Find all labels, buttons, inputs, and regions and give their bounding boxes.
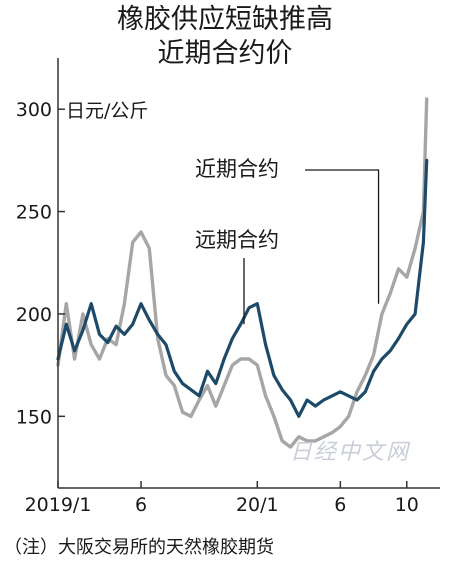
y-axis-label: 日元/公斤 <box>66 100 148 122</box>
y-tick-label: 150 <box>16 406 52 428</box>
x-tick-label: 20/1 <box>236 494 279 516</box>
annotation-near-leader <box>305 169 380 304</box>
series-line-far <box>56 97 429 449</box>
chart-title-line2: 近期合约价 <box>157 38 293 69</box>
x-tick-label: 10 <box>395 494 419 516</box>
chart-title-line1: 橡胶供应短缺推高 <box>117 4 333 35</box>
series-line-near <box>56 158 429 418</box>
x-tick-label: 2019/1 <box>25 494 92 516</box>
footnote: （注）大阪交易所的天然橡胶期货 <box>4 537 274 558</box>
watermark-text: 日经中文网 <box>290 440 411 465</box>
annotation-near: 近期合约 <box>195 157 279 181</box>
y-tick-label: 250 <box>16 202 52 224</box>
y-tick-label: 300 <box>16 99 52 121</box>
y-tick-label: 200 <box>16 304 52 326</box>
x-tick-label: 6 <box>135 494 147 516</box>
x-tick-label: 6 <box>334 494 346 516</box>
annotation-far: 远期合约 <box>195 228 279 252</box>
